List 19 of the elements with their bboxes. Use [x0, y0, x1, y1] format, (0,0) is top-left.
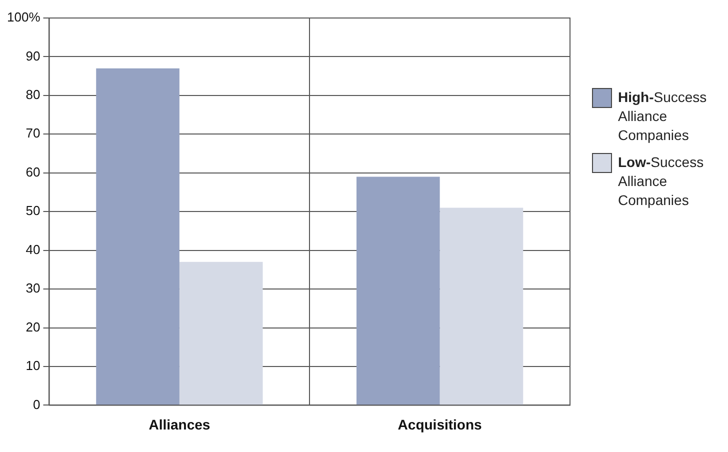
y-tick-label: 60	[26, 164, 40, 180]
bar	[356, 176, 440, 405]
bar	[440, 208, 524, 405]
y-tick-label: 90	[26, 48, 40, 64]
x-tick-label: Alliances	[148, 416, 210, 432]
bar	[96, 68, 180, 405]
y-tick-label: 40	[26, 242, 40, 257]
y-tick-label: 70	[26, 126, 40, 141]
y-tick-label: 80	[26, 87, 40, 102]
y-tick-label: 0	[33, 396, 40, 412]
y-tick-label: 50	[26, 203, 40, 218]
legend-label: Low-Success Alliance Companies	[618, 153, 705, 210]
legend-label: High-Success Alliance Companies	[618, 88, 708, 145]
y-tick-label: 100%	[7, 10, 41, 25]
x-tick-label: Acquisitions	[398, 416, 482, 432]
y-tick-label: 20	[26, 319, 40, 334]
y-tick-label: 10	[26, 358, 40, 374]
bar	[179, 262, 263, 405]
y-tick-label: 30	[26, 280, 40, 296]
